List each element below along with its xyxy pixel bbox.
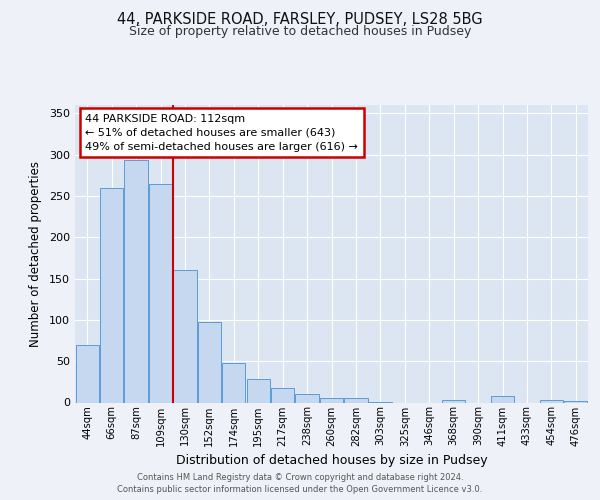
- Bar: [540, 400, 563, 402]
- Text: Contains HM Land Registry data © Crown copyright and database right 2024.: Contains HM Land Registry data © Crown c…: [137, 472, 463, 482]
- Bar: [320, 398, 343, 402]
- Text: 44 PARKSIDE ROAD: 112sqm
← 51% of detached houses are smaller (643)
49% of semi-: 44 PARKSIDE ROAD: 112sqm ← 51% of detach…: [85, 114, 358, 152]
- Text: Size of property relative to detached houses in Pudsey: Size of property relative to detached ho…: [129, 25, 471, 38]
- Bar: [564, 401, 587, 402]
- Text: 44, PARKSIDE ROAD, FARSLEY, PUDSEY, LS28 5BG: 44, PARKSIDE ROAD, FARSLEY, PUDSEY, LS28…: [117, 12, 483, 28]
- Bar: [247, 380, 270, 402]
- Text: Contains public sector information licensed under the Open Government Licence v3: Contains public sector information licen…: [118, 485, 482, 494]
- Bar: [198, 322, 221, 402]
- Bar: [491, 396, 514, 402]
- Y-axis label: Number of detached properties: Number of detached properties: [29, 161, 42, 347]
- Bar: [100, 188, 123, 402]
- Bar: [173, 270, 197, 402]
- Bar: [149, 184, 172, 402]
- Bar: [222, 363, 245, 403]
- Bar: [271, 388, 294, 402]
- Bar: [124, 160, 148, 402]
- Bar: [295, 394, 319, 402]
- X-axis label: Distribution of detached houses by size in Pudsey: Distribution of detached houses by size …: [176, 454, 487, 467]
- Bar: [442, 400, 465, 402]
- Bar: [344, 398, 368, 402]
- Bar: [76, 344, 99, 403]
